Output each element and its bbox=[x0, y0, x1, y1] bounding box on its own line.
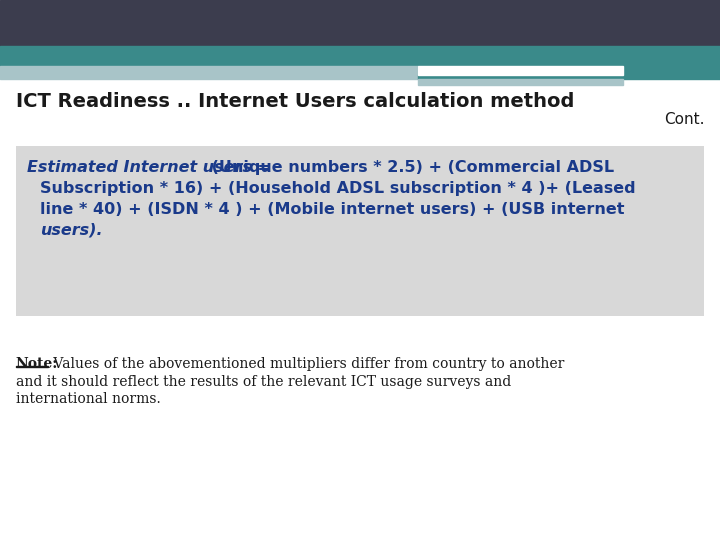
Text: Subscription * 16) + (Household ADSL subscription * 4 )+ (Leased: Subscription * 16) + (Household ADSL sub… bbox=[40, 181, 635, 197]
Text: Estimated Internet users =: Estimated Internet users = bbox=[27, 160, 271, 176]
Text: ICT Readiness .. Internet Users calculation method: ICT Readiness .. Internet Users calculat… bbox=[16, 92, 575, 111]
Text: Values of the abovementioned multipliers differ from country to another: Values of the abovementioned multipliers… bbox=[49, 357, 564, 372]
Text: international norms.: international norms. bbox=[16, 392, 161, 406]
Text: Cont.: Cont. bbox=[664, 112, 704, 127]
Text: (Unique numbers * 2.5) + (Commercial ADSL: (Unique numbers * 2.5) + (Commercial ADS… bbox=[206, 160, 614, 176]
Text: Note:: Note: bbox=[16, 357, 58, 372]
Text: line * 40) + (ISDN * 4 ) + (Mobile internet users) + (USB internet: line * 40) + (ISDN * 4 ) + (Mobile inter… bbox=[40, 202, 624, 217]
Text: users).: users). bbox=[40, 222, 102, 238]
Text: and it should reflect the results of the relevant ICT usage surveys and: and it should reflect the results of the… bbox=[16, 375, 511, 389]
